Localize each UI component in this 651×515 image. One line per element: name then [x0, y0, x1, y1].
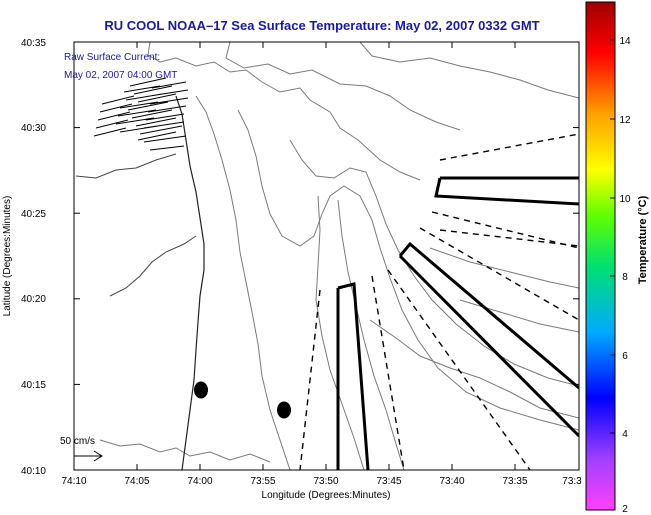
x-tick-label: 73:50 — [313, 476, 338, 487]
x-tick-label: 74:10 — [61, 476, 86, 487]
map-plot — [74, 42, 579, 470]
sector-dash-3 — [419, 227, 579, 321]
sector-box-southeast — [398, 241, 579, 438]
y-tick-label: 40:25 — [21, 209, 46, 220]
colorbar-tick: 12 — [619, 115, 631, 126]
inland-river — [75, 153, 177, 179]
y-tick-label: 40:30 — [21, 123, 46, 134]
colorbar-tick: 2 — [622, 504, 628, 515]
y-axis-label: Latitude (Degrees:Minutes) — [2, 196, 13, 317]
x-axis: 74:10 74:05 74:00 73:55 73:50 73:45 73:4… — [61, 42, 582, 501]
vector-scale-arrow — [74, 450, 103, 462]
x-tick-label: 74:05 — [124, 476, 149, 487]
contour-2 — [359, 42, 579, 99]
x-axis-label: Longitude (Degrees:Minutes) — [262, 490, 391, 501]
colorbar-tick: 10 — [619, 194, 631, 205]
radar-sector-dashes — [299, 133, 579, 470]
radar-sector-boxes — [336, 176, 579, 470]
current-vectors — [93, 77, 189, 151]
sector-dash-7 — [439, 229, 579, 247]
contour-7 — [337, 199, 405, 470]
sector-dash-6 — [299, 289, 321, 470]
sector-box-east — [434, 176, 579, 206]
colorbar-tick: 8 — [622, 272, 628, 283]
figure-title: RU COOL NOAA–17 Sea Surface Temperature:… — [104, 18, 539, 33]
contour-3 — [195, 95, 291, 470]
station-marker-2 — [277, 401, 291, 419]
colorbar-tick: 4 — [622, 429, 628, 440]
shrewsbury-river — [109, 235, 197, 297]
x-tick-label: 74:00 — [187, 476, 212, 487]
sector-dash-1 — [439, 133, 579, 161]
contour-1 — [225, 42, 461, 131]
contour-11 — [99, 439, 271, 463]
nj-coastline — [175, 95, 205, 470]
y-tick-label: 40:10 — [21, 466, 46, 477]
x-tick-label: 73:45 — [376, 476, 401, 487]
contour-9 — [429, 247, 579, 289]
contour-6 — [315, 195, 365, 470]
x-tick-label: 73:3 — [562, 476, 582, 487]
colorbar-label: Temperature (°C) — [637, 195, 649, 284]
contour-4 — [237, 109, 579, 431]
sector-dash-2 — [431, 211, 579, 249]
temperature-colorbar: 14 12 10 8 6 4 2 Temperature (°C) — [585, 1, 649, 515]
x-tick-label: 73:35 — [502, 476, 527, 487]
contour-8 — [369, 319, 579, 419]
y-tick-label: 40:15 — [21, 380, 46, 391]
colorbar-tick: 14 — [619, 36, 631, 47]
sector-dash-4 — [387, 269, 531, 470]
station-marker-1 — [194, 381, 208, 399]
vector-field — [93, 77, 189, 151]
y-tick-label: 40:20 — [21, 294, 46, 305]
annotation-surface-current: Raw Surface Current: — [64, 52, 160, 63]
colorbar-gradient — [585, 1, 616, 511]
sector-box-south — [336, 282, 370, 470]
annotation-current-time: May 02, 2007 04:00 GMT — [64, 70, 177, 81]
colorbar-tick: 6 — [622, 351, 628, 362]
bathymetry-contours — [99, 42, 579, 470]
x-tick-label: 73:40 — [439, 476, 464, 487]
scale-label: 50 cm/s — [60, 436, 95, 447]
y-tick-label: 40:35 — [21, 38, 46, 49]
contour-10 — [459, 299, 579, 333]
y-axis: 40:35 40:30 40:25 40:20 40:15 40:10 Lati… — [2, 38, 579, 477]
x-tick-label: 73:55 — [250, 476, 275, 487]
raritan-shoreline — [147, 42, 421, 181]
